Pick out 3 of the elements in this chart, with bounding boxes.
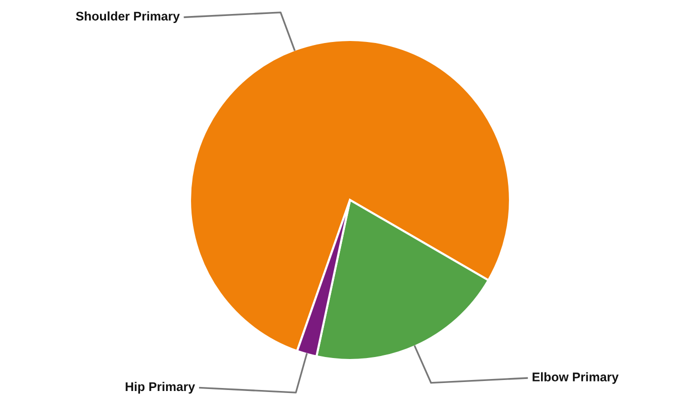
slice-label: Shoulder Primary bbox=[76, 11, 180, 24]
slice-label: Elbow Primary bbox=[532, 372, 619, 384]
slice-label: Hip Primary bbox=[126, 382, 196, 394]
